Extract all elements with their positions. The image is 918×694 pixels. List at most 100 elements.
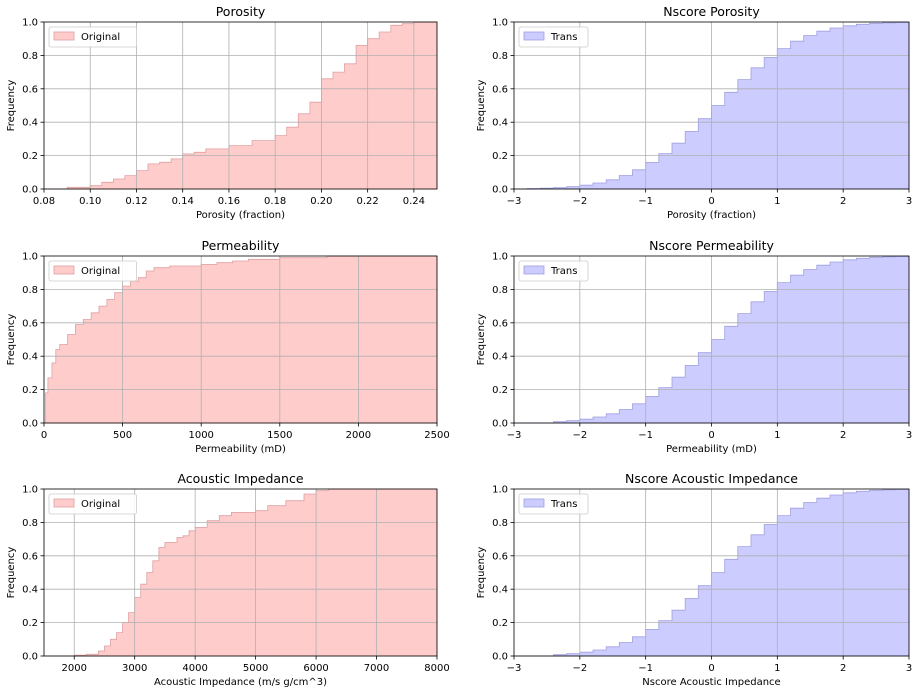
legend-swatch <box>53 265 75 275</box>
y-tick-label: 0.6 <box>22 318 38 329</box>
legend-label: Trans <box>550 499 577 510</box>
y-tick-label: 0.0 <box>22 652 38 663</box>
panel-1: 0.08 0.10 0.12 0.14 0.16 0.18 0.20 0.22 0.24 0.0 0… <box>6 4 438 221</box>
x-axis-label: Nscore Acoustic Impedance <box>642 677 780 688</box>
x-tick-label: 0.22 <box>357 196 379 207</box>
x-tick-label: 0 <box>708 196 714 207</box>
y-tick-label: 0.8 <box>492 518 508 529</box>
x-axis-label: Porosity (fraction) <box>196 210 285 221</box>
y-tick-label: 0.4 <box>492 585 508 596</box>
y-axis-label: Frequency <box>476 314 487 366</box>
axes-frame <box>43 21 438 190</box>
legend-swatch <box>53 31 75 41</box>
y-tick-label: 0.4 <box>22 352 38 363</box>
x-tick-label: 0.08 <box>33 196 55 207</box>
x-tick-label: 0.20 <box>310 196 332 207</box>
x-tick-label: 0.14 <box>172 196 194 207</box>
axes-frame <box>43 255 438 424</box>
y-axis-label: Frequency <box>6 547 17 599</box>
y-tick-label: 1.0 <box>492 252 508 263</box>
y-tick-label: 0.2 <box>492 385 508 396</box>
panel-6: −3 −2 −1 0 1 2 3 0.0 0.2 0.4 0.6 0.8 1.0 Nscore Acous… <box>476 471 912 688</box>
y-tick-label: 0.4 <box>492 118 508 129</box>
x-tick-label: −2 <box>572 430 587 441</box>
x-axis-label: Porosity (fraction) <box>667 210 756 221</box>
y-tick-label: 0.0 <box>22 419 38 430</box>
x-tick-label: 0.24 <box>403 196 425 207</box>
y-tick-label: 0.8 <box>22 51 38 62</box>
chart-title: Permeability <box>202 238 280 253</box>
x-tick-label: 0.10 <box>79 196 101 207</box>
x-tick-label: 0.18 <box>264 196 286 207</box>
x-tick-label: 3 <box>906 663 912 674</box>
x-tick-label: 0.12 <box>125 196 147 207</box>
legend-swatch <box>523 265 545 275</box>
y-tick-label: 0.0 <box>22 185 38 196</box>
y-tick-label: 0.4 <box>492 352 508 363</box>
chart-title: Acoustic Impedance <box>177 471 303 486</box>
legend-label: Original <box>81 266 120 277</box>
distribution-area <box>44 255 438 424</box>
chart-title: Nscore Acoustic Impedance <box>625 471 798 486</box>
y-tick-label: 0.2 <box>22 385 38 396</box>
x-tick-label: 2 <box>840 196 846 207</box>
x-tick-label: 500 <box>113 430 132 441</box>
x-tick-label: 2 <box>840 663 846 674</box>
legend-label: Trans <box>550 32 577 43</box>
y-tick-label: 0.0 <box>492 185 508 196</box>
x-tick-label: 3000 <box>122 663 147 674</box>
y-tick-label: 0.6 <box>22 84 38 95</box>
y-tick-label: 0.8 <box>22 285 38 296</box>
x-tick-label: −1 <box>638 196 653 207</box>
legend-label: Original <box>81 32 120 43</box>
x-tick-label: 7000 <box>364 663 389 674</box>
x-tick-label: 0.16 <box>218 196 240 207</box>
x-tick-label: 4000 <box>182 663 207 674</box>
x-axis-label: Permeability (mD) <box>666 444 757 455</box>
y-tick-label: 0.8 <box>492 285 508 296</box>
x-tick-label: 0 <box>708 663 714 674</box>
legend: Original <box>48 260 137 282</box>
x-tick-label: 1 <box>774 430 780 441</box>
x-tick-label: −2 <box>572 663 587 674</box>
x-tick-label: 1 <box>774 196 780 207</box>
x-tick-label: 3 <box>906 196 912 207</box>
legend: Trans <box>518 260 589 282</box>
x-axis-label: Permeability (mD) <box>195 444 286 455</box>
y-axis-label: Frequency <box>476 80 487 132</box>
x-tick-label: 2000 <box>346 430 371 441</box>
y-axis-label: Frequency <box>476 547 487 599</box>
y-axis-label: Frequency <box>6 314 17 366</box>
x-tick-label: 1500 <box>267 430 292 441</box>
legend-swatch <box>523 31 545 41</box>
y-tick-label: 0.2 <box>492 151 508 162</box>
y-tick-label: 1.0 <box>492 18 508 29</box>
y-tick-label: 0.4 <box>22 118 38 129</box>
x-tick-label: 0 <box>41 430 47 441</box>
legend-swatch <box>523 498 545 508</box>
x-tick-label: 2 <box>840 430 846 441</box>
y-tick-label: 0.8 <box>22 518 38 529</box>
y-tick-label: 0.6 <box>22 551 38 562</box>
y-tick-label: 1.0 <box>22 485 38 496</box>
x-tick-label: −1 <box>638 663 653 674</box>
x-tick-label: 5000 <box>243 663 268 674</box>
legend: Trans <box>518 26 589 48</box>
y-tick-label: 0.0 <box>492 419 508 430</box>
x-tick-label: 1 <box>774 663 780 674</box>
distribution-area <box>44 488 438 657</box>
legend-swatch <box>53 498 75 508</box>
panel-4: −3 −2 −1 0 1 2 3 0.0 0.2 0.4 0.6 0.8 1.0 Nscore Perme… <box>476 238 912 455</box>
x-tick-label: 3 <box>906 430 912 441</box>
x-tick-label: −3 <box>507 430 522 441</box>
x-tick-label: −3 <box>507 196 522 207</box>
y-tick-label: 0.6 <box>492 551 508 562</box>
x-tick-label: 0 <box>708 430 714 441</box>
y-tick-label: 0.8 <box>492 51 508 62</box>
x-axis-label: Acoustic Impedance (m/s g/cm^3) <box>154 677 327 688</box>
y-axis-label: Frequency <box>6 80 17 132</box>
legend: Original <box>48 493 137 515</box>
y-tick-label: 0.2 <box>492 618 508 629</box>
x-tick-label: −3 <box>507 663 522 674</box>
